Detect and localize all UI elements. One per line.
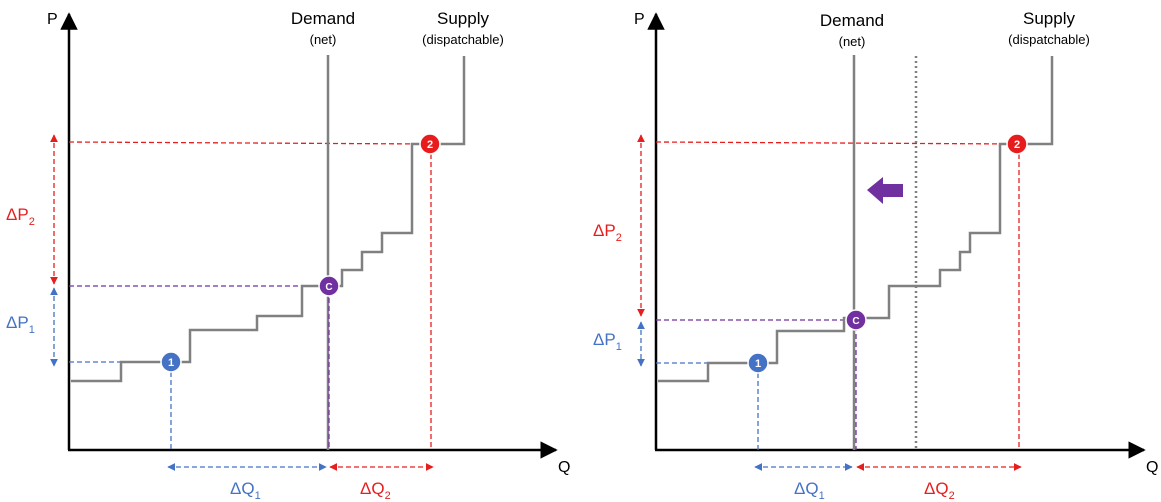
dq1-label: ΔQ1 [794, 479, 825, 502]
right-panel: P Q Demand (net) Supply (dispatchable) [593, 9, 1158, 502]
supply-sub-label: (dispatchable) [422, 32, 504, 47]
point-2-marker: 2 [419, 133, 441, 155]
x-axis-label: Q [558, 459, 570, 476]
supply-label: Supply [437, 9, 489, 28]
supply-curve [658, 56, 1054, 383]
point-2-label: 2 [427, 139, 433, 151]
point-2-label: 2 [1014, 139, 1020, 151]
point-c-label: C [852, 316, 859, 327]
dq2-label: ΔQ2 [360, 479, 391, 502]
p2-dashed-line [655, 141, 1017, 145]
y-axis-label: P [47, 11, 58, 28]
x-axis-label: Q [1146, 459, 1158, 476]
point-c-marker: C [845, 309, 867, 331]
dq2-label: ΔQ2 [924, 479, 955, 502]
point-1-label: 1 [168, 357, 174, 369]
demand-shift-arrow [867, 177, 903, 204]
supply-sub-label: (dispatchable) [1008, 32, 1090, 47]
supply-label: Supply [1023, 9, 1075, 28]
demand-label: Demand [820, 11, 884, 30]
dq1-label: ΔQ1 [230, 479, 261, 502]
dp2-label: ΔP2 [6, 205, 35, 228]
p2-dashed-line [68, 141, 429, 145]
dp1-label: ΔP1 [6, 313, 35, 336]
demand-sub-label: (net) [310, 32, 337, 47]
point-1-marker: 1 [747, 352, 769, 374]
point-1-label: 1 [755, 358, 761, 370]
demand-label: Demand [291, 9, 355, 28]
y-axis-label: P [634, 11, 645, 28]
point-c-marker: C [318, 275, 340, 297]
dp1-label: ΔP1 [593, 330, 622, 353]
demand-sub-label: (net) [839, 34, 866, 49]
point-2-marker: 2 [1006, 133, 1028, 155]
point-c-label: C [325, 282, 332, 293]
point-1-marker: 1 [160, 351, 182, 373]
supply-curve [71, 56, 466, 383]
left-panel: P Q Demand (net) Supply (dispatchable) Δ… [6, 9, 570, 502]
dp2-label: ΔP2 [593, 221, 622, 244]
